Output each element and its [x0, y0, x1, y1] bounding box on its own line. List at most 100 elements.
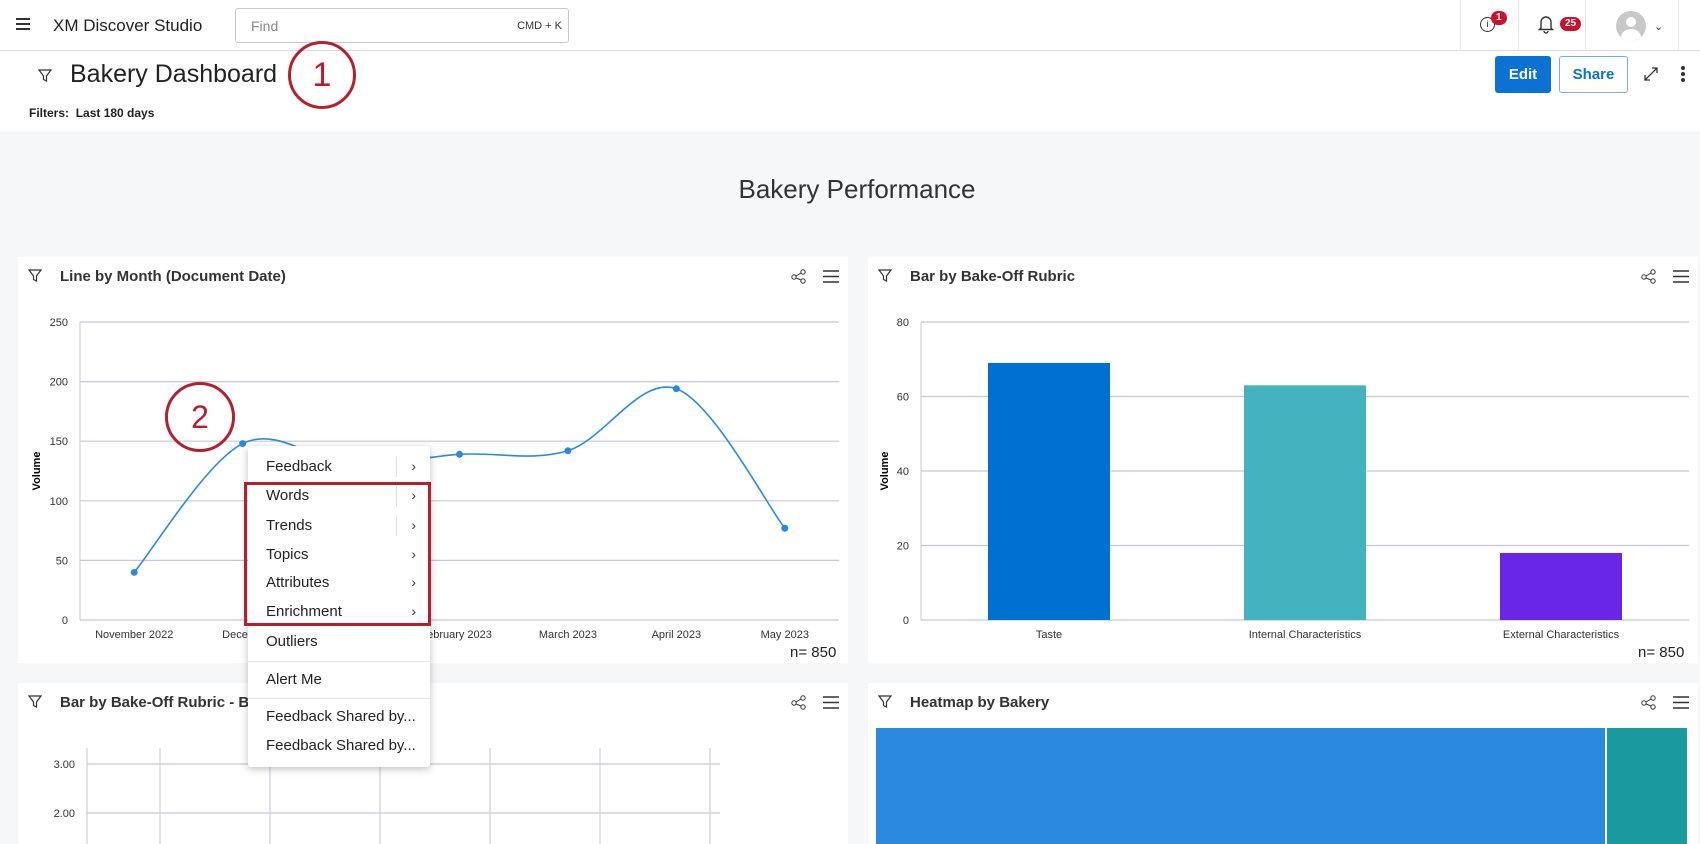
- bar[interactable]: [988, 362, 1110, 620]
- divider: [1585, 0, 1586, 51]
- x-tick-label: November 2022: [95, 629, 173, 641]
- annotation-number: 1: [312, 55, 332, 94]
- bar[interactable]: [1500, 552, 1622, 620]
- y-tick-label: 2.00: [54, 808, 75, 820]
- widget-filter-icon[interactable]: [878, 269, 892, 283]
- notifications-badge: 25: [1560, 17, 1582, 31]
- menu-item-label: Alert Me: [266, 671, 322, 688]
- annotation-highlight-box: [244, 482, 431, 626]
- y-tick-label: 60: [897, 392, 909, 404]
- share-network-icon[interactable]: [1641, 268, 1657, 284]
- info-button[interactable]: i 1: [1480, 11, 1507, 32]
- menu-item[interactable]: Alert Me: [248, 667, 430, 693]
- share-network-icon[interactable]: [791, 268, 807, 284]
- menu-item-label: Attributes: [266, 574, 330, 591]
- menu-item-label: Words: [266, 487, 310, 504]
- edit-button[interactable]: Edit: [1495, 56, 1551, 93]
- x-tick-label: May 2023: [761, 629, 809, 641]
- menu-item-label: Enrichment: [266, 603, 342, 620]
- notifications-button[interactable]: 25: [1537, 14, 1582, 39]
- menu-item-label: Feedback Shared by...: [266, 737, 416, 754]
- filters-summary: Filters: Last 180 days: [29, 106, 154, 120]
- chevron-right-icon: ›: [411, 574, 416, 590]
- data-point[interactable]: [130, 568, 138, 576]
- data-point[interactable]: [781, 524, 789, 532]
- y-tick-label: 40: [897, 466, 909, 478]
- chevron-right-icon: ›: [411, 458, 416, 474]
- hamburger-menu-icon[interactable]: [16, 18, 30, 30]
- chevron-down-icon: ⌄: [1654, 20, 1664, 33]
- data-point[interactable]: [672, 385, 680, 393]
- x-tick-label: March 2023: [539, 629, 597, 641]
- widget-line-by-month: [18, 257, 848, 663]
- data-point[interactable]: [239, 440, 247, 448]
- user-menu[interactable]: ⌄: [1616, 11, 1663, 41]
- heatmap-cell[interactable]: [1607, 728, 1687, 844]
- filter-icon[interactable]: [38, 69, 52, 83]
- widget-title: Line by Month (Document Date): [60, 268, 286, 285]
- x-tick-label: ebruary 2023: [427, 629, 492, 641]
- widget-menu-icon[interactable]: [1673, 270, 1689, 283]
- search-input[interactable]: Find CMD + K: [235, 8, 569, 43]
- annotation-circle-2: 2: [165, 382, 235, 452]
- menu-item[interactable]: Trends ›: [248, 513, 430, 539]
- menu-item-label: Outliers: [266, 633, 318, 650]
- annotation-circle-1: 1: [288, 41, 356, 109]
- y-tick-label: 200: [50, 377, 68, 389]
- menu-item[interactable]: Outliers: [248, 629, 430, 655]
- widget-title: Bar by Bake-Off Rubric - B: [60, 694, 250, 711]
- y-tick-label: 150: [50, 436, 68, 448]
- share-button[interactable]: Share: [1559, 56, 1628, 93]
- y-axis-label: Volume: [31, 452, 43, 491]
- divider: [1518, 0, 1519, 51]
- y-tick-label: 0: [62, 615, 68, 627]
- widget-menu-icon[interactable]: [823, 696, 839, 709]
- annotation-number: 2: [191, 398, 209, 435]
- menu-item-label: Trends: [266, 517, 313, 534]
- widget-title: Bar by Bake-Off Rubric: [910, 268, 1076, 285]
- widget-title: Heatmap by Bakery: [910, 694, 1050, 711]
- chevron-right-icon: ›: [411, 517, 416, 533]
- y-tick-label: 3.00: [54, 759, 75, 771]
- share-network-icon[interactable]: [1641, 694, 1657, 710]
- section-title: Bakery Performance: [738, 174, 976, 204]
- chevron-right-icon: ›: [411, 603, 416, 619]
- sample-size: n= 850: [790, 644, 837, 661]
- data-point[interactable]: [564, 447, 572, 455]
- widget-filter-icon[interactable]: [878, 695, 892, 709]
- heatmap-cell[interactable]: [876, 728, 1605, 844]
- context-menu: Feedback › Words › Trends › Topics › Att…: [248, 446, 430, 767]
- x-tick-label: Internal Characteristics: [1249, 629, 1362, 641]
- menu-item-label: Topics: [266, 546, 309, 563]
- widget-filter-icon[interactable]: [28, 269, 42, 283]
- top-bar: XM Discover Studio Find CMD + K i 1 25 ⌄: [0, 0, 1700, 51]
- y-tick-label: 0: [903, 615, 909, 627]
- share-network-icon[interactable]: [791, 694, 807, 710]
- sample-size: n= 850: [1638, 644, 1685, 661]
- menu-item[interactable]: Enrichment ›: [248, 599, 430, 625]
- expand-icon[interactable]: [1643, 66, 1659, 82]
- bar[interactable]: [1244, 385, 1366, 620]
- more-options-icon[interactable]: [1681, 66, 1685, 82]
- x-tick-label: April 2023: [652, 629, 702, 641]
- y-tick-label: 250: [50, 317, 68, 329]
- menu-item[interactable]: Words ›: [248, 483, 430, 509]
- menu-item[interactable]: Feedback ›: [248, 454, 430, 480]
- menu-item[interactable]: Topics ›: [248, 542, 430, 568]
- widget-menu-icon[interactable]: [1673, 696, 1689, 709]
- menu-item[interactable]: Feedback Shared by...: [248, 704, 430, 730]
- menu-item[interactable]: Attributes ›: [248, 570, 430, 596]
- data-point[interactable]: [456, 450, 463, 458]
- y-tick-label: 100: [50, 496, 68, 508]
- widget-menu-icon[interactable]: [823, 270, 839, 283]
- menu-item-label: Feedback Shared by...: [266, 708, 416, 725]
- chevron-right-icon: ›: [411, 546, 416, 562]
- widget-filter-icon[interactable]: [28, 695, 42, 709]
- page-title: Bakery Dashboard: [70, 60, 278, 88]
- y-tick-label: 50: [56, 555, 68, 567]
- menu-item[interactable]: Feedback Shared by...: [248, 733, 430, 759]
- info-badge: 1: [1491, 11, 1507, 25]
- divider: [1678, 0, 1679, 51]
- search-shortcut: CMD + K: [517, 20, 562, 32]
